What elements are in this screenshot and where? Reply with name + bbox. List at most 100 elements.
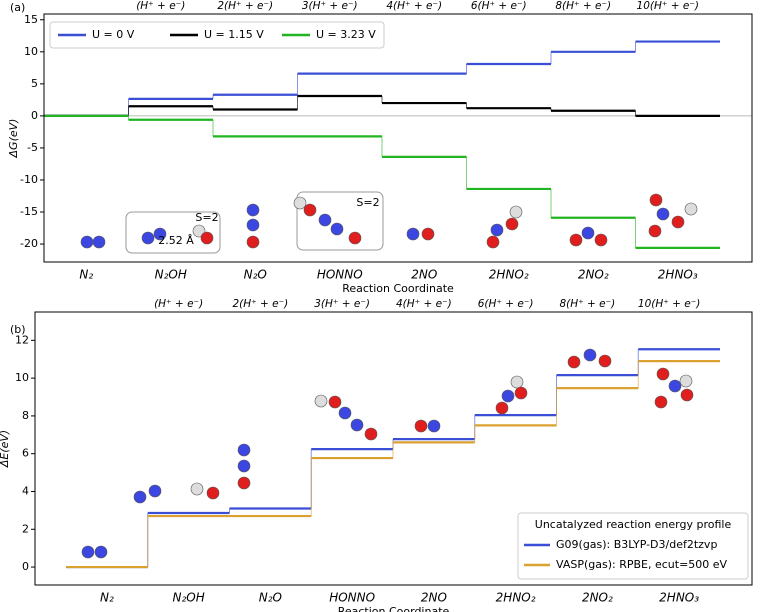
atom	[246, 235, 260, 249]
x-tick-label: N₂	[79, 268, 93, 282]
atom	[350, 418, 364, 432]
atom	[200, 231, 214, 245]
atom	[314, 394, 328, 408]
top-label: 2(H⁺ + e⁻)	[232, 298, 288, 310]
atom	[509, 205, 523, 219]
y-axis-label: ΔG(eV)	[7, 119, 20, 159]
y-tick-label: 0	[31, 109, 38, 122]
atom	[427, 419, 441, 433]
atom	[81, 545, 95, 559]
y-tick-label: 10	[24, 45, 38, 58]
x-tick-label: N₂O	[244, 268, 267, 282]
x-tick-label: 2NO	[411, 268, 437, 282]
atom	[668, 379, 682, 393]
top-label: 2(H⁺ + e⁻)	[217, 0, 273, 12]
top-label: 4(H⁺ + e⁻)	[396, 298, 452, 310]
atom	[514, 386, 528, 400]
atom	[414, 419, 428, 433]
annotation: S=2	[356, 196, 379, 209]
atom	[598, 354, 612, 368]
top-label: 6(H⁺ + e⁻)	[471, 0, 527, 12]
atom	[141, 231, 155, 245]
top-label: 10(H⁺ + e⁻)	[638, 298, 700, 310]
atom	[246, 218, 260, 232]
legend-label: U = 1.15 V	[204, 28, 264, 41]
x-tick-label: 2HNO₃	[658, 268, 698, 282]
x-tick-label: N₂OH	[155, 268, 187, 282]
panel-label: (b)	[10, 323, 26, 336]
x-tick-label: N₂OH	[172, 591, 204, 605]
atom	[656, 367, 670, 381]
atom	[92, 235, 106, 249]
top-label: (H⁺ + e⁻)	[136, 0, 185, 12]
y-tick-label: 12	[15, 333, 29, 346]
atom	[649, 193, 663, 207]
top-label: 10(H⁺ + e⁻)	[637, 0, 699, 12]
x-tick-label: N₂O	[259, 591, 282, 605]
x-tick-label: 2HNO₂	[496, 591, 536, 605]
atom	[94, 545, 108, 559]
atom	[338, 406, 352, 420]
top-label: 8(H⁺ + e⁻)	[555, 0, 611, 12]
atom	[206, 486, 220, 500]
atom	[293, 196, 307, 210]
y-tick-label: 2	[22, 522, 29, 535]
y-tick-label: -10	[20, 173, 38, 186]
atom	[680, 388, 694, 402]
atom	[495, 401, 509, 415]
top-label: (H⁺ + e⁻)	[154, 298, 203, 310]
y-tick-label: 8	[22, 409, 29, 422]
x-tick-label: 2NO₂	[578, 268, 609, 282]
y-tick-label: 4	[22, 484, 29, 497]
atom	[505, 217, 519, 231]
atom	[237, 459, 251, 473]
top-label: 6(H⁺ + e⁻)	[478, 298, 534, 310]
atom	[501, 389, 515, 403]
x-tick-label: 2HNO₂	[489, 268, 529, 282]
atom	[671, 215, 685, 229]
plot-frame	[34, 311, 753, 586]
atom	[364, 427, 378, 441]
x-tick-label: HONNO	[317, 268, 363, 282]
legend-box	[517, 512, 749, 580]
atom	[406, 227, 420, 241]
y-axis-label: ΔE(eV)	[0, 430, 11, 468]
panel-label: (a)	[10, 1, 25, 14]
legend-title: Uncatalyzed reaction energy profile	[535, 518, 732, 531]
atom	[510, 375, 524, 389]
atom	[153, 227, 167, 241]
y-tick-label: 0	[22, 560, 29, 573]
atom	[246, 203, 260, 217]
atom	[348, 231, 362, 245]
atom	[679, 374, 693, 388]
atom	[237, 476, 251, 490]
atom	[318, 213, 332, 227]
atom	[192, 224, 206, 238]
atom	[421, 227, 435, 241]
atom	[654, 395, 668, 409]
legend-label: U = 0 V	[92, 28, 135, 41]
legend-box	[49, 21, 385, 49]
atom	[684, 202, 698, 216]
y-tick-label: 10	[15, 371, 29, 384]
plot-frame	[43, 13, 753, 263]
atom	[303, 203, 317, 217]
x-tick-label: 2NO	[421, 591, 447, 605]
x-axis-label: Reaction Coordinate	[342, 282, 454, 295]
y-tick-label: -15	[20, 205, 38, 218]
molecule-box	[125, 211, 221, 254]
atom	[583, 348, 597, 362]
atom	[80, 235, 94, 249]
atom	[486, 235, 500, 249]
atom	[648, 224, 662, 238]
atom	[594, 233, 608, 247]
x-tick-label: 2HNO₃	[659, 591, 699, 605]
legend-label: G09(gas): B3LYP-D3/def2tzvp	[556, 538, 717, 551]
top-label: 8(H⁺ + e⁻)	[559, 298, 615, 310]
atom	[567, 355, 581, 369]
x-tick-label: HONNO	[329, 591, 375, 605]
y-tick-label: 6	[22, 447, 29, 460]
atom	[190, 482, 204, 496]
atom	[148, 484, 162, 498]
molecule-box	[296, 191, 384, 251]
